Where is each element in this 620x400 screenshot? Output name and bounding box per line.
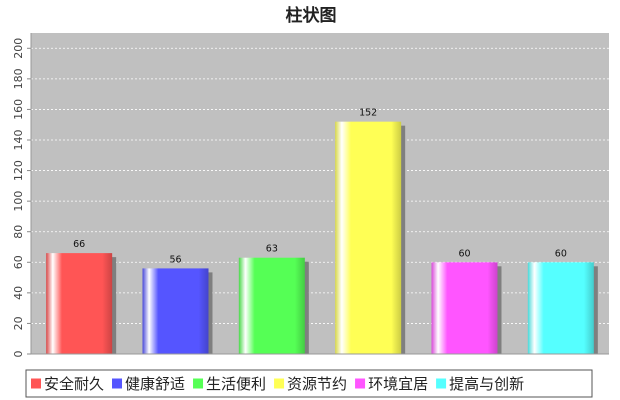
y-tick-label: 160 [12, 99, 25, 120]
y-axis-ticks: 0 20 40 60 80 100 120 140 160 180 200 [12, 38, 31, 358]
grid-lines [31, 47, 609, 324]
legend: 安全耐久 健康舒适 生活便利 资源节约 环境宜居 提高与创新 [25, 369, 593, 398]
legend-label: 安全耐久 [44, 375, 104, 393]
y-tick-label: 60 [12, 255, 25, 269]
legend-label: 生活便利 [206, 375, 266, 393]
y-tick-label: 0 [12, 351, 25, 358]
y-tick-label: 140 [12, 130, 25, 151]
plot-area [31, 33, 609, 354]
value-label: 66 [73, 239, 85, 250]
bars [46, 121, 598, 355]
y-tick-label: 80 [12, 225, 25, 239]
legend-label: 资源节约 [287, 375, 347, 393]
legend-swatch [112, 378, 123, 389]
y-tick-label: 120 [12, 160, 25, 181]
bar-3 [238, 257, 305, 354]
legend-swatch [436, 378, 447, 389]
y-tick-label: 200 [12, 38, 25, 59]
y-tick-label: 40 [12, 286, 25, 300]
y-tick-label: 20 [12, 316, 25, 330]
value-labels: 66 56 63 152 60 60 [73, 108, 567, 266]
legend-label: 提高与创新 [449, 375, 524, 393]
legend-swatch [193, 378, 204, 389]
bar-2 [142, 268, 209, 354]
legend-swatch [274, 378, 285, 389]
value-label: 63 [266, 244, 278, 255]
bar-5 [431, 262, 498, 354]
legend-label: 环境宜居 [368, 375, 428, 393]
bar-4 [335, 121, 402, 355]
value-label: 60 [555, 248, 567, 259]
value-label: 152 [359, 108, 377, 119]
y-tick-label: 180 [12, 68, 25, 89]
value-label: 60 [458, 248, 470, 259]
value-label: 56 [169, 254, 181, 265]
chart-title: 柱状图 [286, 5, 337, 26]
legend-label: 健康舒适 [125, 375, 185, 393]
legend-swatch [31, 378, 41, 389]
bar-1 [46, 253, 113, 354]
bar-6 [527, 262, 594, 354]
y-tick-label: 100 [12, 191, 25, 212]
legend-swatch [355, 378, 366, 389]
